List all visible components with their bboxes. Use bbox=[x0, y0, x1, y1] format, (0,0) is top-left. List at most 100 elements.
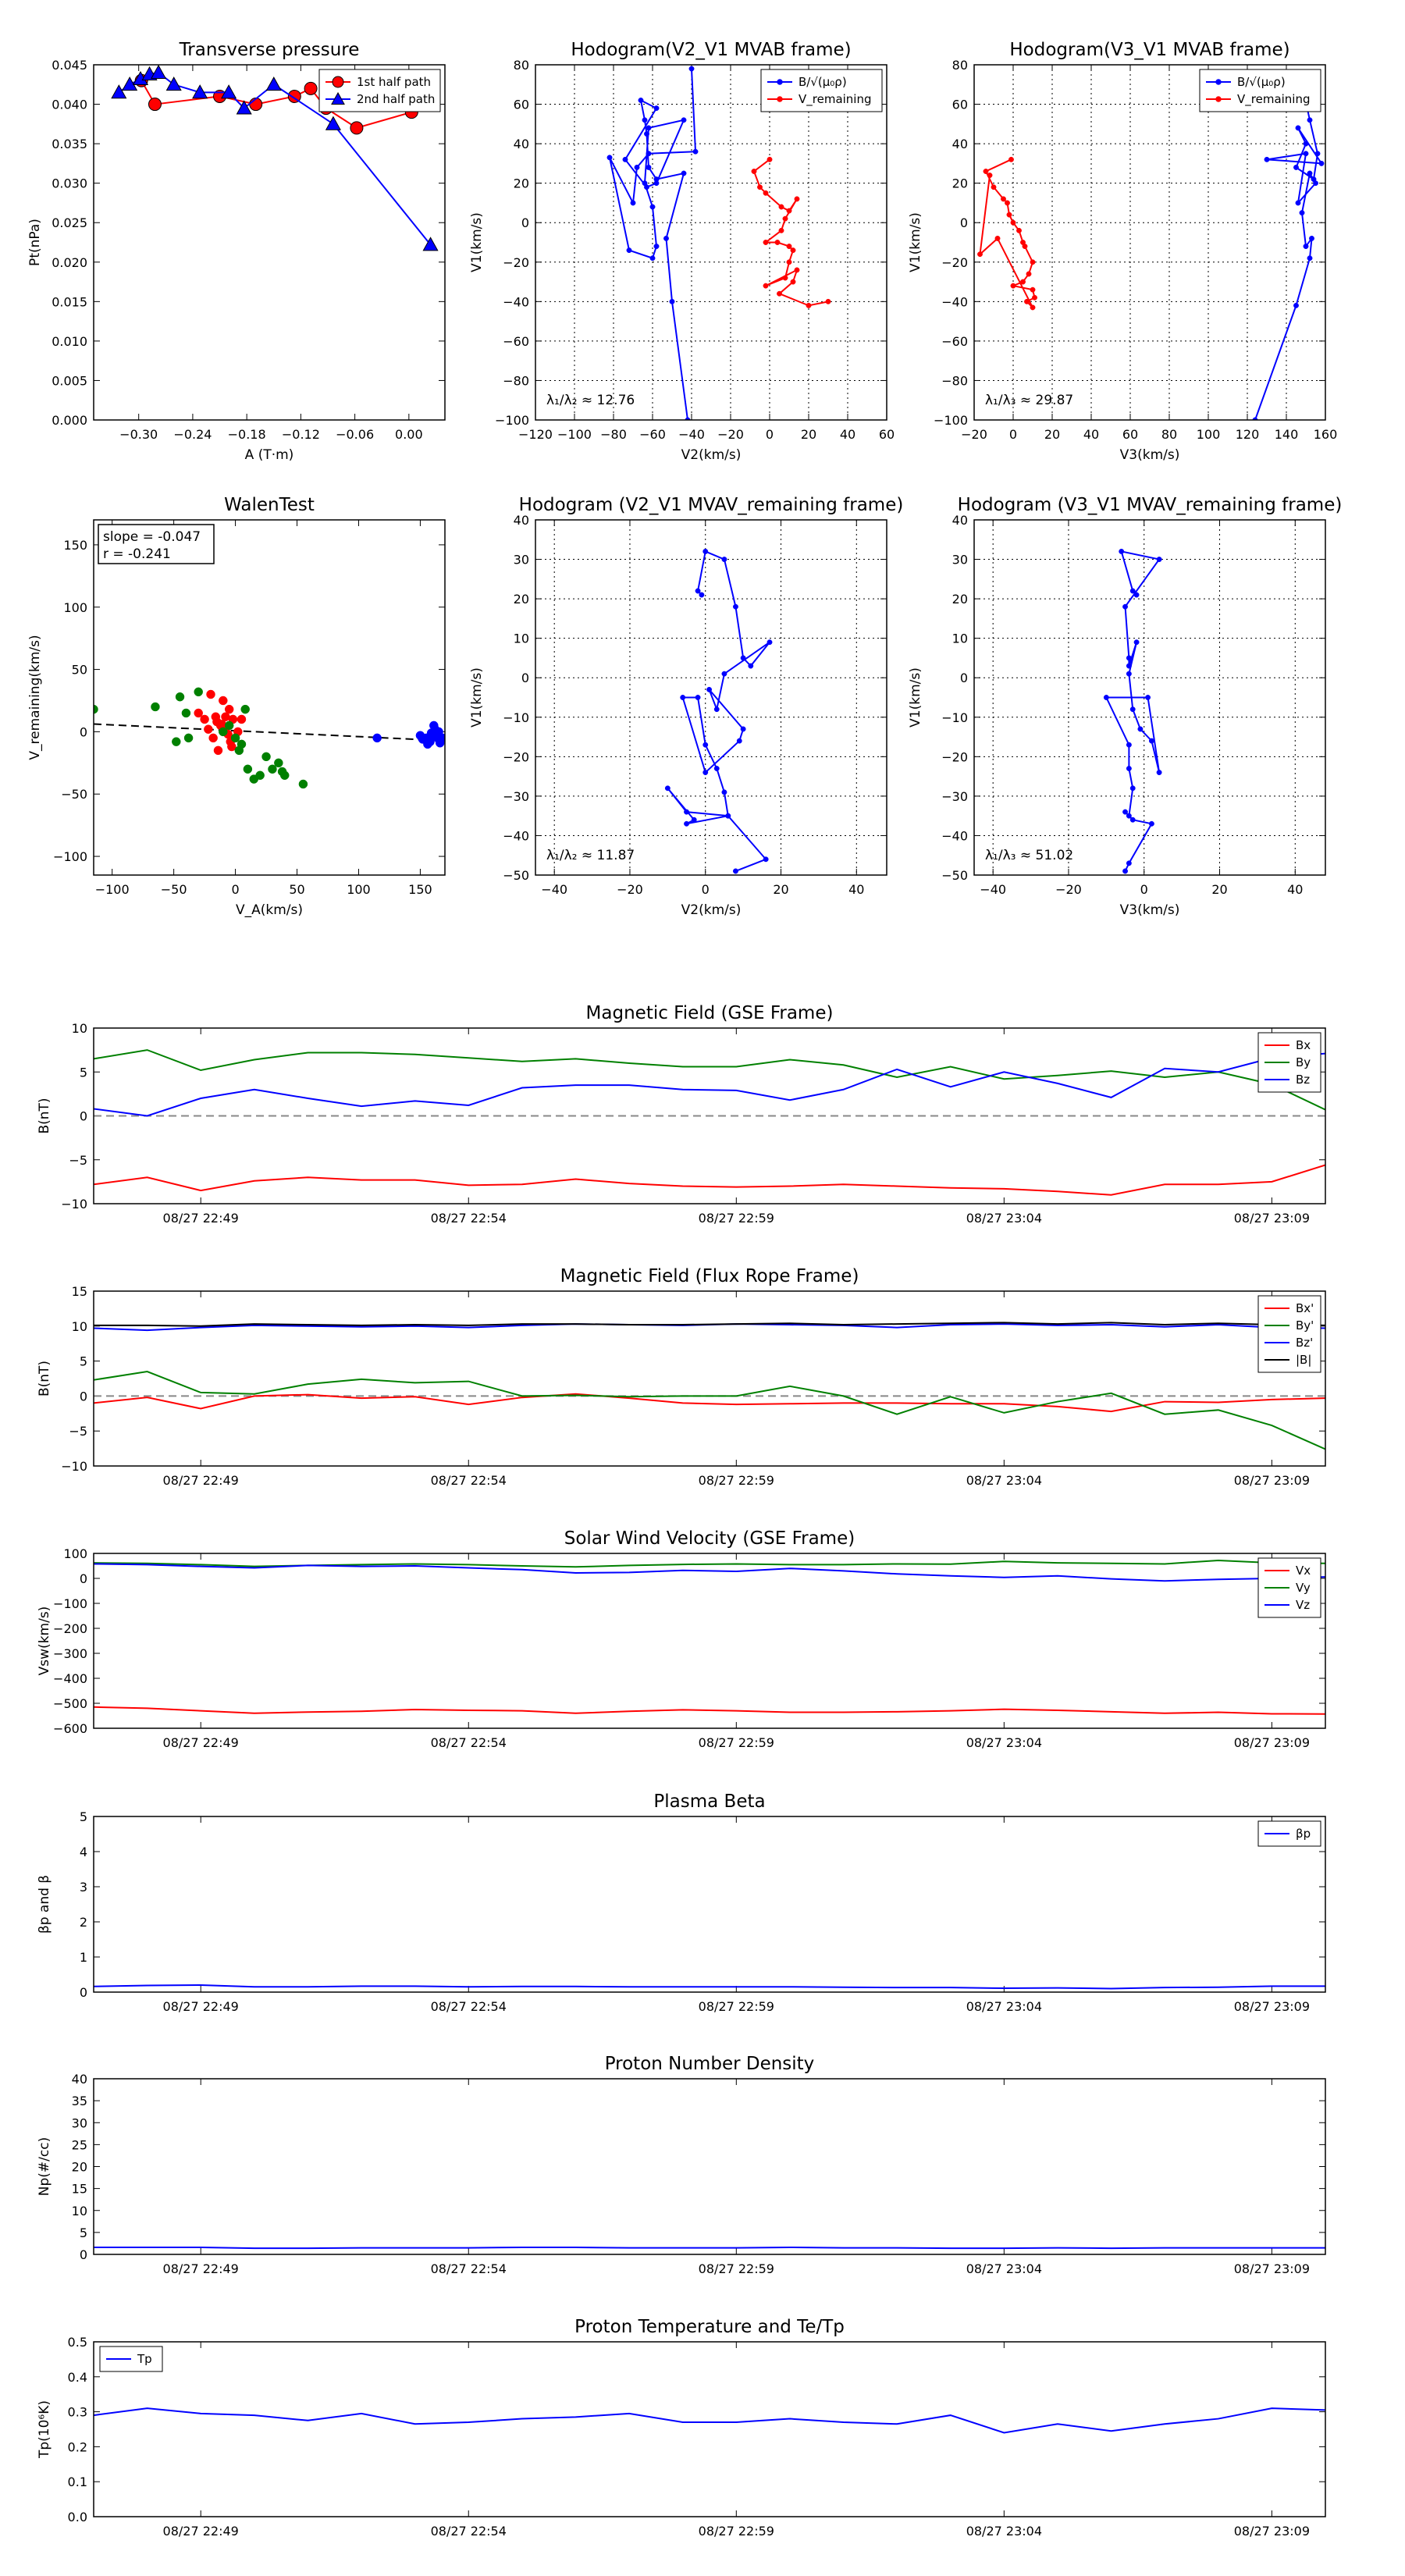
series-0 bbox=[1103, 548, 1162, 874]
data-point bbox=[736, 738, 742, 744]
y-tick-label: 0.5 bbox=[68, 2335, 87, 2350]
data-point bbox=[669, 298, 675, 304]
y-tick-label: −300 bbox=[53, 1646, 87, 1661]
data-point bbox=[638, 98, 644, 103]
data-point bbox=[649, 255, 656, 262]
x-tick-label: 0 bbox=[702, 882, 710, 897]
series-v-remaining bbox=[751, 156, 831, 308]
data-point bbox=[249, 98, 263, 112]
x-tick-label: 40 bbox=[848, 882, 864, 897]
data-point bbox=[1020, 279, 1026, 285]
plot-frame bbox=[93, 1553, 1326, 1729]
x-tick-label: 08/27 22:59 bbox=[699, 1473, 774, 1488]
series-line bbox=[94, 1322, 1325, 1327]
data-point bbox=[1126, 766, 1132, 771]
plot-area bbox=[94, 1984, 1325, 1990]
x-tick-label: 08/27 23:04 bbox=[966, 2524, 1042, 2539]
legend-label: Bz bbox=[1296, 1073, 1310, 1087]
chart-vsw: Solar Wind Velocity (GSE Frame) 08/27 22:… bbox=[37, 1528, 1326, 1750]
legend-item: Vy bbox=[1264, 1581, 1311, 1595]
data-point bbox=[1303, 141, 1309, 147]
x-tick-label: 08/27 22:54 bbox=[431, 1211, 507, 1226]
plot-area bbox=[94, 1049, 1325, 1196]
x-tick-label: −20 bbox=[717, 427, 744, 442]
y-tick-label: 15 bbox=[72, 1284, 87, 1299]
x-tick-label: 0 bbox=[1009, 427, 1017, 442]
x-tick-label: 08/27 22:54 bbox=[431, 1735, 507, 1750]
data-point bbox=[325, 116, 341, 130]
data-point bbox=[806, 302, 812, 308]
series-line bbox=[94, 1559, 1325, 1568]
x-tick-label: 0.00 bbox=[395, 427, 423, 442]
series-line bbox=[94, 1049, 1325, 1111]
data-point bbox=[1126, 671, 1132, 677]
data-point bbox=[786, 244, 792, 250]
data-point bbox=[782, 275, 788, 281]
data-point bbox=[1126, 742, 1132, 748]
x-tick-label: 40 bbox=[1083, 427, 1099, 442]
data-point bbox=[721, 557, 727, 563]
x-tick-label: 120 bbox=[1236, 427, 1260, 442]
data-point bbox=[277, 767, 287, 777]
y-tick-label: 40 bbox=[514, 137, 529, 151]
data-point bbox=[751, 169, 757, 174]
y-tick-label: 150 bbox=[63, 538, 87, 553]
y-tick-label: 0 bbox=[521, 671, 529, 685]
plot-frame bbox=[93, 1816, 1326, 1993]
data-point bbox=[778, 204, 784, 210]
y-tick-label: 20 bbox=[952, 176, 968, 191]
data-point bbox=[1022, 244, 1028, 250]
chart-title: Hodogram(V3_V1 MVAB frame) bbox=[1009, 40, 1289, 60]
y-tick-label: 0.020 bbox=[52, 255, 87, 270]
data-point bbox=[994, 235, 1001, 241]
legend-item: Tp bbox=[106, 2352, 152, 2366]
data-point bbox=[122, 76, 138, 91]
x-tick-label: 08/27 23:09 bbox=[1234, 2261, 1310, 2276]
y-tick-label: 5 bbox=[80, 2226, 87, 2240]
plot-frame bbox=[93, 2078, 1326, 2255]
series-vz bbox=[94, 1563, 1325, 1582]
y-tick-label: 60 bbox=[952, 98, 968, 112]
y-axis-label: βp and β bbox=[37, 1875, 52, 1934]
x-tick-label: 160 bbox=[1314, 427, 1338, 442]
y-tick-label: −20 bbox=[941, 255, 968, 270]
data-point bbox=[1293, 302, 1299, 308]
data-point bbox=[721, 671, 727, 677]
y-tick-label: −600 bbox=[53, 1721, 87, 1736]
y-tick-label: 25 bbox=[72, 2137, 87, 2152]
data-point bbox=[777, 290, 782, 297]
series-b- bbox=[1252, 81, 1325, 420]
stats-frame bbox=[98, 524, 215, 564]
y-tick-label: 40 bbox=[72, 2072, 87, 2087]
y-axis-label: Pt(nPa) bbox=[27, 219, 43, 266]
y-tick-label: 0 bbox=[80, 1109, 87, 1124]
data-point bbox=[1016, 227, 1022, 233]
data-point bbox=[713, 706, 720, 713]
data-point bbox=[740, 655, 746, 661]
data-point bbox=[1122, 603, 1128, 610]
x-tick-label: 08/27 22:54 bbox=[431, 2261, 507, 2276]
legend: Vx Vy Vz bbox=[1257, 1557, 1321, 1618]
data-point bbox=[1006, 212, 1012, 218]
y-tick-label: −60 bbox=[941, 334, 968, 349]
chart-hodo2: Hodogram(V3_V1 MVAB frame) −20 0 20 40 60 80 10… bbox=[908, 40, 1337, 463]
data-point bbox=[763, 190, 769, 196]
series-line bbox=[979, 158, 1036, 308]
plot-frame bbox=[93, 519, 446, 876]
data-point bbox=[1137, 726, 1144, 732]
data-point bbox=[219, 727, 228, 737]
x-tick-label: 150 bbox=[408, 882, 432, 897]
legend-item: Vx bbox=[1264, 1564, 1311, 1578]
legend-marker bbox=[777, 96, 783, 102]
data-point bbox=[634, 164, 640, 170]
x-tick-label: 20 bbox=[1211, 882, 1227, 897]
y-tick-label: −20 bbox=[503, 749, 529, 764]
data-point bbox=[653, 180, 660, 187]
chart-title: Proton Temperature and Te/Tp bbox=[574, 2317, 845, 2337]
data-point bbox=[763, 283, 769, 289]
x-tick-label: 08/27 22:49 bbox=[163, 1999, 239, 2014]
y-axis-label: Tp(10⁶K) bbox=[37, 2400, 52, 2459]
series-line bbox=[1254, 84, 1323, 420]
x-tick-label: 08/27 22:54 bbox=[431, 1473, 507, 1488]
x-tick-label: 08/27 23:04 bbox=[966, 1999, 1042, 2014]
